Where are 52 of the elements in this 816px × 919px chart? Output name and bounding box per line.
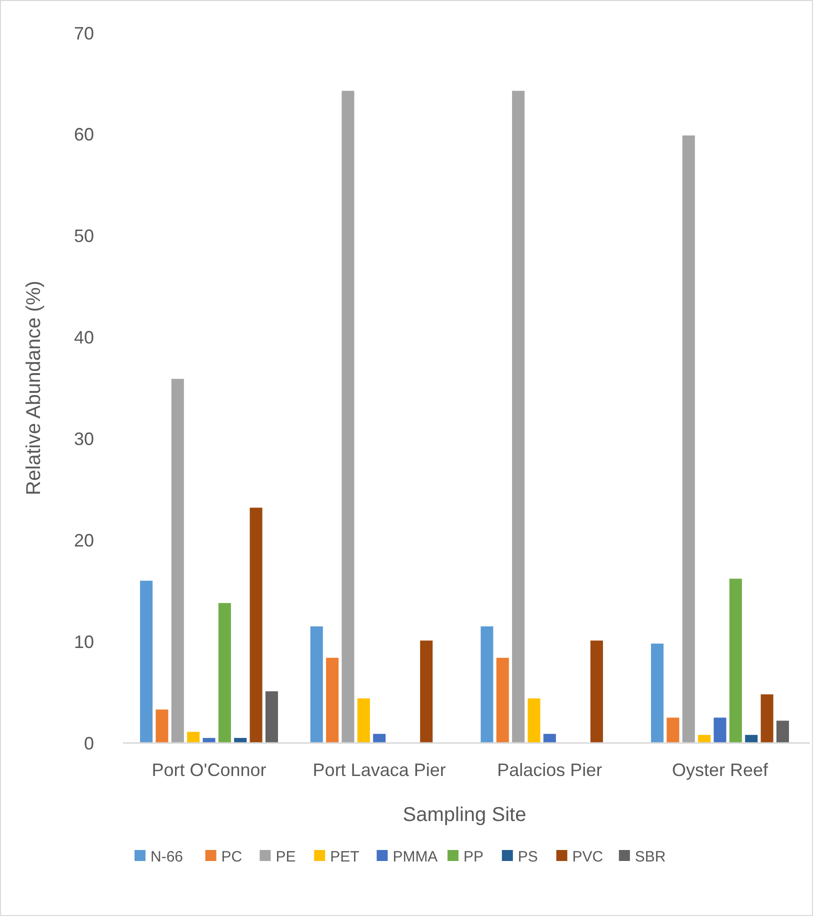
y-tick-label: 70 <box>74 23 94 44</box>
bar <box>250 508 262 743</box>
bar <box>310 626 323 743</box>
x-tick-label: Oyster Reef <box>672 760 769 780</box>
bar <box>590 640 603 743</box>
legend-label: N-66 <box>150 848 184 866</box>
legend-label: PE <box>276 848 296 866</box>
bar <box>480 626 494 743</box>
bar <box>666 718 680 743</box>
bar <box>698 734 711 743</box>
bar <box>760 694 774 743</box>
y-tick-label: 30 <box>74 429 94 450</box>
bar <box>682 135 695 743</box>
y-tick-label: 60 <box>74 124 94 145</box>
bar <box>729 578 742 743</box>
bar <box>373 734 386 743</box>
bar <box>543 734 556 743</box>
y-tick-label: 20 <box>74 530 94 550</box>
legend-label: SBR <box>634 848 666 866</box>
bar <box>218 603 231 743</box>
bar <box>714 718 726 743</box>
y-axis-title: Relative Abundance (%) <box>23 280 45 496</box>
y-tick-label: 10 <box>74 632 94 652</box>
x-tick-label: Port O'Connor <box>152 760 266 780</box>
legend-label: PS <box>518 848 538 866</box>
bar <box>651 644 664 743</box>
bar <box>202 738 216 743</box>
bar <box>171 378 184 743</box>
y-tick-label: 0 <box>84 733 94 754</box>
x-tick-label: Palacios Pier <box>497 760 602 780</box>
y-tick-label: 50 <box>74 226 94 246</box>
bar <box>512 90 525 743</box>
bar <box>342 90 354 743</box>
bar <box>326 658 339 743</box>
x-axis-title: Sampling Site <box>402 804 526 826</box>
bar <box>140 580 153 743</box>
bar <box>156 710 168 743</box>
y-tick-label: 40 <box>74 328 94 348</box>
legend-label: PVC <box>572 848 604 866</box>
bar <box>420 640 433 743</box>
legend-label: PMMA <box>392 848 438 866</box>
bar <box>357 698 370 743</box>
legend-label: PC <box>221 848 242 866</box>
bar <box>528 698 540 743</box>
x-tick-label: Port Lavaca Pier <box>312 760 446 780</box>
bar <box>187 732 200 743</box>
bar <box>745 734 758 743</box>
legend-label: PET <box>330 848 360 866</box>
bar <box>496 658 509 743</box>
bar <box>776 720 789 743</box>
legend-label: PP <box>464 848 484 866</box>
bar <box>265 691 278 743</box>
